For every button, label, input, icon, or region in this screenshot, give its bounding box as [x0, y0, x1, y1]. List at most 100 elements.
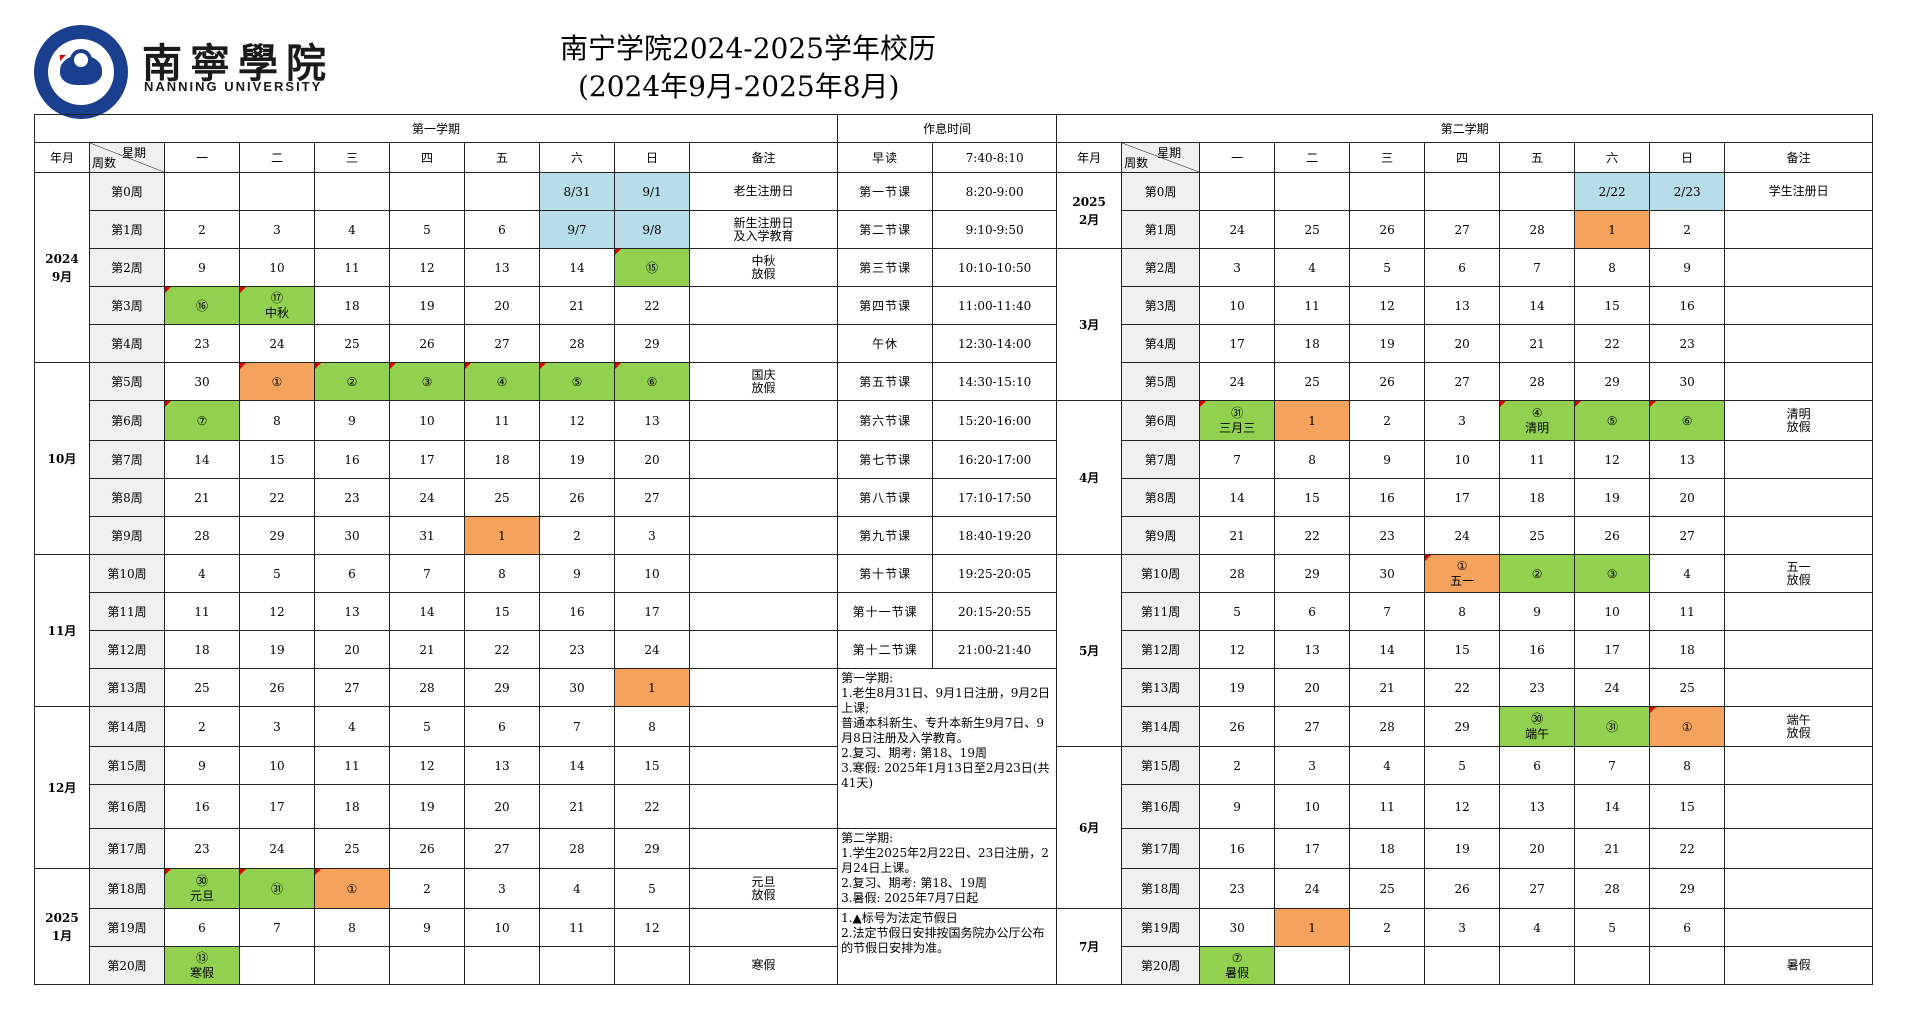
sem2-day-cell: 26: [1349, 210, 1426, 249]
sem2-day-cell: 26: [1424, 868, 1501, 909]
sem2-day-cell: 30: [1199, 908, 1276, 947]
sem2-remark-cell: [1724, 668, 1874, 707]
sem2-day-cell: 11: [1499, 440, 1576, 479]
schedule-time: 11:00-11:40: [932, 286, 1058, 325]
sem1-day-cell: 22: [614, 286, 690, 325]
sem2-day-cell: 13: [1649, 440, 1726, 479]
sem2-day-cell: 11: [1649, 592, 1726, 631]
sem1-day-cell: 16: [314, 440, 390, 479]
sem2-day-header: 二: [1274, 142, 1351, 173]
calendar-table: 第一学期 作息时间 第二学期 年月 星期 周数一二三四五六日备注 早读 7:40-8:10 年月…: [33, 114, 1874, 985]
sem1-week-number: 第9周: [89, 516, 165, 555]
sem2-day-cell: 2: [1349, 400, 1426, 441]
sem1-day-cell: 23: [164, 828, 240, 869]
sem1-day-cell: 14: [539, 248, 615, 287]
sem1-day-cell: 10: [239, 248, 315, 287]
sem1-day-cell: 2: [389, 868, 465, 909]
sem1-day-cell: 8: [464, 554, 540, 593]
sem1-week-number: 第12周: [89, 630, 165, 669]
sem1-day-cell: 9: [389, 908, 465, 947]
sem1-day-cell: 26: [239, 668, 315, 707]
schedule-time: 17:10-17:50: [932, 478, 1058, 517]
sem2-day-cell: 3: [1424, 908, 1501, 947]
sem2-day-cell: 10: [1574, 592, 1651, 631]
sem2-day-cell: 6: [1499, 746, 1576, 785]
sem2-day-cell: [1349, 172, 1426, 211]
sem1-day-cell: 23: [164, 324, 240, 363]
schedule-time: 7:40-8:10: [932, 142, 1058, 173]
sem2-day-cell: [1649, 946, 1726, 985]
sem1-day-cell: 9: [539, 554, 615, 593]
sem2-day-cell: 4: [1499, 908, 1576, 947]
sem2-day-cell: [1349, 946, 1426, 985]
sem1-day-cell: 4: [314, 210, 390, 249]
sem2-day-cell: 4: [1649, 554, 1726, 593]
sem1-day-cell: 12: [389, 248, 465, 287]
sem2-day-cell: 28: [1499, 362, 1576, 401]
sem1-day-cell: ③: [389, 362, 465, 401]
sem1-day-cell: 30: [539, 668, 615, 707]
sem2-day-cell: 2/22: [1574, 172, 1651, 211]
sem2-day-header: 六: [1574, 142, 1651, 173]
sem2-day-cell: 20: [1274, 668, 1351, 707]
sem1-day-cell: 17: [614, 592, 690, 631]
sem1-day-cell: 9: [164, 746, 240, 785]
schedule-name: 第四节课: [837, 286, 934, 325]
sem1-day-cell: 18: [314, 286, 390, 325]
sem2-day-cell: 12: [1349, 286, 1426, 325]
sem1-day-cell: 29: [239, 516, 315, 555]
sem2-day-cell: 29: [1274, 554, 1351, 593]
sem2-day-cell: 17: [1574, 630, 1651, 669]
seal-emblem: [34, 25, 128, 119]
sem2-day-cell: 9: [1649, 248, 1726, 287]
sem2-remark-cell: [1724, 908, 1874, 947]
sem2-week-number: 第6周: [1121, 400, 1201, 441]
sem2-day-cell: 27: [1274, 706, 1351, 747]
sem1-day-cell: 10: [239, 746, 315, 785]
sem2-remark-cell: [1724, 286, 1874, 325]
sem2-day-cell: [1574, 946, 1651, 985]
sem1-day-cell: 28: [539, 324, 615, 363]
sem2-day-cell: 6: [1424, 248, 1501, 287]
sem1-week-number: 第8周: [89, 478, 165, 517]
sem1-day-cell: 26: [389, 324, 465, 363]
university-logo: 南寧學院 NANNING UNIVERSITY: [34, 25, 394, 119]
sem2-month-label: 7月: [1056, 908, 1123, 985]
sem2-day-cell: 17: [1274, 828, 1351, 869]
sem2-day-cell: 8: [1649, 746, 1726, 785]
sem1-day-cell: 24: [614, 630, 690, 669]
sem1-day-cell: 8: [314, 908, 390, 947]
schedule-name: 午休: [837, 324, 934, 363]
sem1-day-cell: 27: [464, 324, 540, 363]
sem2-week-number: 第10周: [1121, 554, 1201, 593]
sem2-day-cell: [1274, 172, 1351, 211]
sem1-day-cell: 18: [464, 440, 540, 479]
sem1-remark-cell: [688, 324, 839, 363]
sem2-day-cell: 4: [1349, 746, 1426, 785]
sem2-day-cell: 3: [1424, 400, 1501, 441]
sem1-day-cell: 1: [464, 516, 540, 555]
sem1-day-cell: 12: [239, 592, 315, 631]
sem1-day-cell: 8/31: [539, 172, 615, 211]
schedule-time: 15:20-16:00: [932, 400, 1058, 441]
sem2-day-cell: 24: [1574, 668, 1651, 707]
sem1-day-cell: 13: [464, 746, 540, 785]
sem1-week-number: 第3周: [89, 286, 165, 325]
sem1-day-cell: 19: [389, 286, 465, 325]
sem1-month-label: 10月: [34, 362, 90, 555]
sem1-day-cell: 26: [539, 478, 615, 517]
sem1-week-number: 第10周: [89, 554, 165, 593]
sem1-remark-cell: 元旦 放假: [688, 868, 839, 909]
sem1-remark-cell: 中秋 放假: [688, 248, 839, 287]
sem1-yearmonth-header: 年月: [34, 142, 90, 173]
sem2-day-cell: 18: [1349, 828, 1426, 869]
schedule-name: 早读: [837, 142, 934, 173]
sem2-day-cell: 17: [1424, 478, 1501, 517]
sem2-day-cell: 28: [1574, 868, 1651, 909]
sem2-week-number: 第14周: [1121, 706, 1201, 747]
sem1-day-cell: 10: [464, 908, 540, 947]
sem2-remark-cell: [1724, 784, 1874, 829]
sem1-remark-cell: [688, 400, 839, 441]
sem2-week-number: 第18周: [1121, 868, 1201, 909]
sem1-week-number: 第13周: [89, 668, 165, 707]
